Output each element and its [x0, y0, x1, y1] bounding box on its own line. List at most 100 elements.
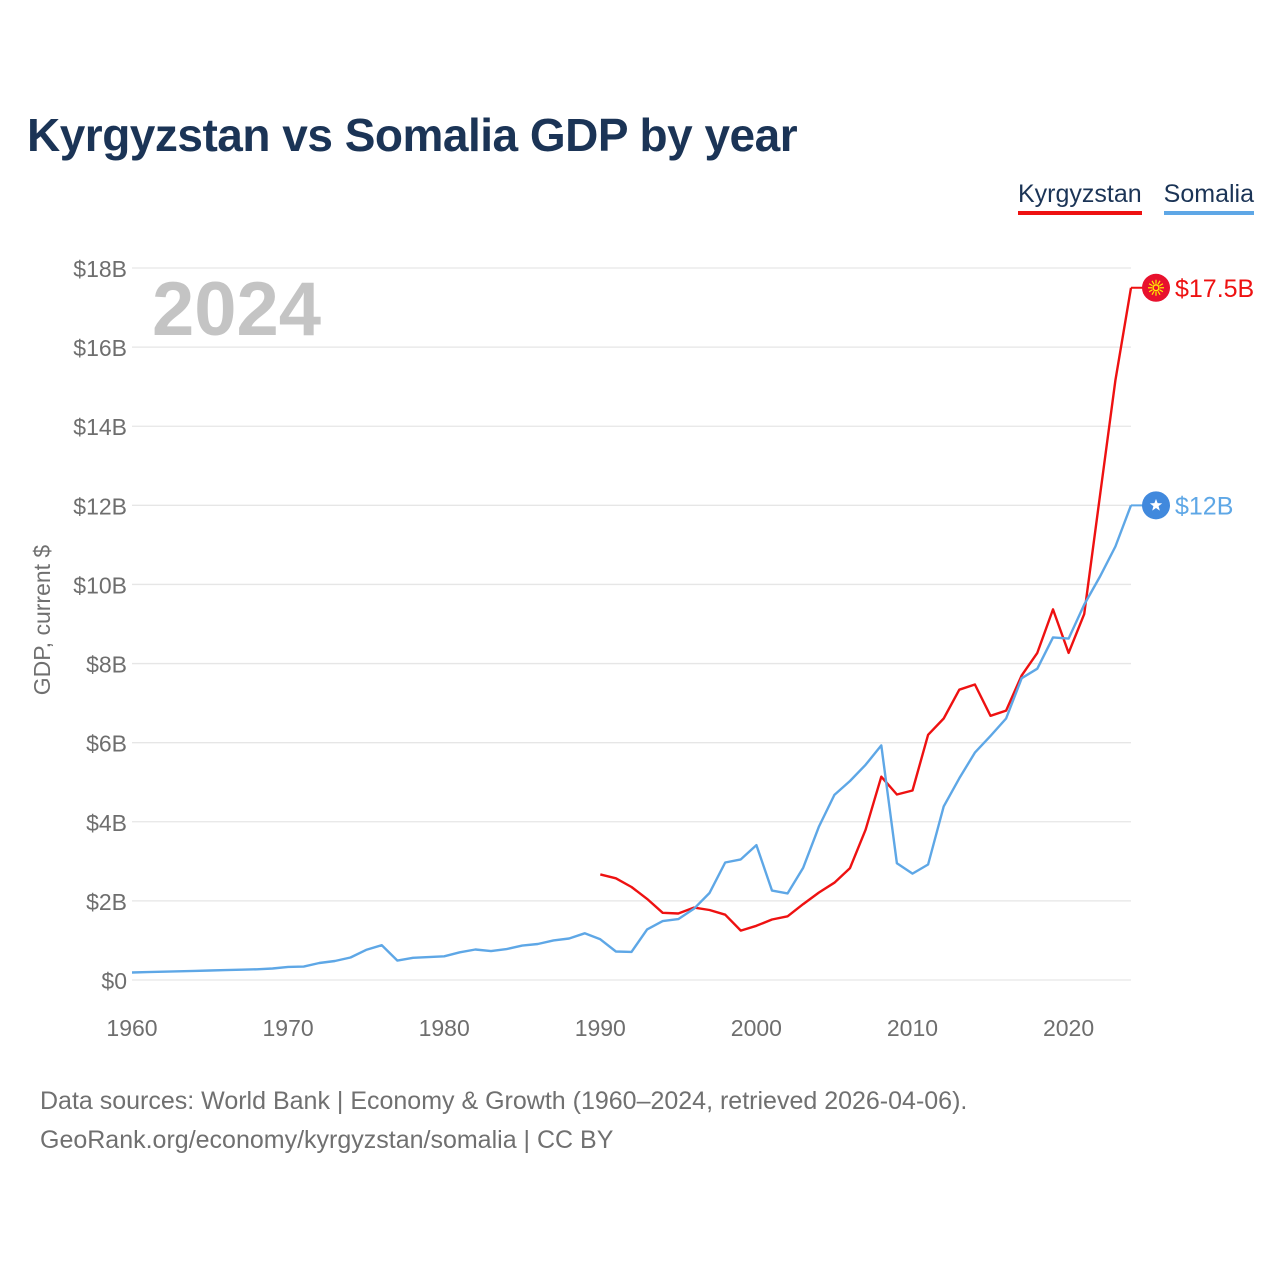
data-point-somalia[interactable] — [629, 949, 635, 955]
data-point-somalia[interactable] — [909, 871, 915, 877]
data-point-somalia[interactable] — [847, 778, 853, 784]
data-point-somalia[interactable] — [863, 762, 869, 768]
data-point-somalia[interactable] — [941, 803, 947, 809]
data-point-somalia[interactable] — [254, 966, 260, 972]
data-point-somalia[interactable] — [535, 941, 541, 947]
data-point-somalia[interactable] — [332, 958, 338, 964]
data-point-somalia[interactable] — [550, 937, 556, 943]
data-point-somalia[interactable] — [301, 964, 307, 970]
data-point-somalia[interactable] — [988, 733, 994, 739]
data-point-kyrgyzstan[interactable] — [722, 912, 728, 918]
data-point-somalia[interactable] — [1050, 634, 1056, 640]
data-point-kyrgyzstan[interactable] — [831, 880, 837, 886]
data-point-kyrgyzstan[interactable] — [847, 865, 853, 871]
data-point-somalia[interactable] — [769, 888, 775, 894]
data-point-somalia[interactable] — [566, 935, 572, 941]
data-point-kyrgyzstan[interactable] — [660, 910, 666, 916]
data-point-kyrgyzstan[interactable] — [613, 875, 619, 881]
data-point-somalia[interactable] — [816, 824, 822, 830]
data-point-somalia[interactable] — [972, 750, 978, 756]
data-point-somalia[interactable] — [504, 946, 510, 952]
series-line-kyrgyzstan[interactable] — [600, 287, 1133, 932]
data-point-somalia[interactable] — [753, 842, 759, 848]
data-point-somalia[interactable] — [238, 967, 244, 973]
data-point-somalia[interactable] — [394, 958, 400, 964]
data-point-somalia[interactable] — [488, 948, 494, 954]
legend-item-kyrgyzstan[interactable]: Kyrgyzstan — [1018, 180, 1142, 215]
data-point-somalia[interactable] — [925, 861, 931, 867]
data-point-kyrgyzstan[interactable] — [972, 682, 978, 688]
data-point-somalia[interactable] — [269, 966, 275, 972]
data-point-somalia[interactable] — [878, 742, 884, 748]
data-point-kyrgyzstan[interactable] — [863, 827, 869, 833]
data-point-somalia[interactable] — [1097, 574, 1103, 580]
data-point-somalia[interactable] — [129, 969, 135, 975]
data-point-kyrgyzstan[interactable] — [753, 923, 759, 929]
data-point-somalia[interactable] — [894, 860, 900, 866]
data-point-kyrgyzstan[interactable] — [800, 901, 806, 907]
data-point-somalia[interactable] — [707, 890, 713, 896]
data-point-kyrgyzstan[interactable] — [707, 907, 713, 913]
data-point-kyrgyzstan[interactable] — [925, 732, 931, 738]
data-point-somalia[interactable] — [223, 967, 229, 973]
data-point-somalia[interactable] — [457, 949, 463, 955]
data-point-somalia[interactable] — [722, 860, 728, 866]
data-point-kyrgyzstan[interactable] — [1097, 494, 1103, 500]
data-point-somalia[interactable] — [176, 968, 182, 974]
data-point-somalia[interactable] — [285, 964, 291, 970]
data-point-kyrgyzstan[interactable] — [785, 913, 791, 919]
data-point-somalia[interactable] — [363, 947, 369, 953]
data-point-somalia[interactable] — [472, 947, 478, 953]
data-point-somalia[interactable] — [1066, 636, 1072, 642]
data-point-somalia[interactable] — [738, 856, 744, 862]
legend-item-somalia[interactable]: Somalia — [1163, 180, 1254, 215]
data-point-kyrgyzstan[interactable] — [644, 896, 650, 902]
data-point-somalia[interactable] — [441, 953, 447, 959]
data-point-somalia[interactable] — [1019, 675, 1025, 681]
data-point-somalia[interactable] — [410, 955, 416, 961]
data-point-somalia[interactable] — [691, 906, 697, 912]
data-point-kyrgyzstan[interactable] — [894, 791, 900, 797]
data-point-somalia[interactable] — [379, 942, 385, 948]
data-point-somalia[interactable] — [316, 960, 322, 966]
data-point-kyrgyzstan[interactable] — [1050, 606, 1056, 612]
data-point-kyrgyzstan[interactable] — [956, 687, 962, 693]
data-point-kyrgyzstan[interactable] — [629, 884, 635, 890]
data-point-kyrgyzstan[interactable] — [1034, 650, 1040, 656]
data-point-somalia[interactable] — [1112, 543, 1118, 549]
data-point-kyrgyzstan[interactable] — [1066, 650, 1072, 656]
data-point-somalia[interactable] — [597, 936, 603, 942]
data-point-kyrgyzstan[interactable] — [878, 774, 884, 780]
data-point-somalia[interactable] — [1034, 666, 1040, 672]
data-point-kyrgyzstan[interactable] — [988, 713, 994, 719]
data-point-somalia[interactable] — [160, 969, 166, 975]
data-point-somalia[interactable] — [660, 918, 666, 924]
data-point-somalia[interactable] — [800, 865, 806, 871]
data-point-kyrgyzstan[interactable] — [738, 928, 744, 934]
series-line-somalia[interactable] — [131, 504, 1133, 974]
data-point-somalia[interactable] — [956, 775, 962, 781]
data-point-somalia[interactable] — [1081, 602, 1087, 608]
data-point-somalia[interactable] — [831, 792, 837, 798]
data-point-somalia[interactable] — [145, 969, 151, 975]
data-point-somalia[interactable] — [582, 930, 588, 936]
data-point-somalia[interactable] — [613, 949, 619, 955]
data-point-somalia[interactable] — [519, 943, 525, 949]
data-point-kyrgyzstan[interactable] — [675, 911, 681, 917]
data-point-kyrgyzstan[interactable] — [597, 871, 603, 877]
data-point-somalia[interactable] — [675, 916, 681, 922]
data-point-somalia[interactable] — [644, 926, 650, 932]
data-point-kyrgyzstan[interactable] — [769, 916, 775, 922]
data-point-kyrgyzstan[interactable] — [1112, 377, 1118, 383]
data-point-kyrgyzstan[interactable] — [816, 890, 822, 896]
data-point-somalia[interactable] — [426, 954, 432, 960]
data-point-somalia[interactable] — [785, 890, 791, 896]
series-lines — [129, 287, 1133, 975]
data-point-somalia[interactable] — [207, 968, 213, 974]
footer-link[interactable]: GeoRank.org/economy/kyrgyzstan/somalia |… — [40, 1126, 614, 1154]
data-point-somalia[interactable] — [348, 954, 354, 960]
data-point-somalia[interactable] — [1003, 716, 1009, 722]
data-point-kyrgyzstan[interactable] — [941, 716, 947, 722]
data-point-kyrgyzstan[interactable] — [909, 788, 915, 794]
data-point-somalia[interactable] — [191, 968, 197, 974]
